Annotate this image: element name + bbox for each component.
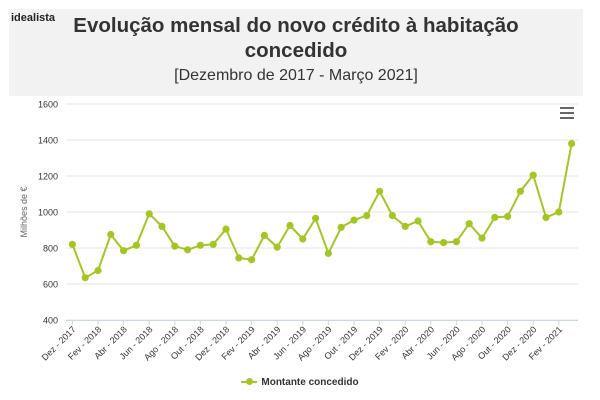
data-point [68, 240, 76, 248]
data-point [107, 230, 115, 239]
data-point [324, 249, 332, 257]
data-point [350, 216, 358, 224]
data-point [427, 238, 435, 246]
series-line [71, 143, 573, 279]
chart-title-line1: Evolução mensal do novo crédito à habita… [73, 14, 519, 37]
legend-marker-icon [241, 378, 258, 385]
y-tick-label: 1600 [38, 100, 58, 110]
y-tick-label: 1400 [38, 136, 58, 146]
data-point [132, 241, 140, 249]
y-tick-label: 800 [43, 244, 58, 254]
data-point [94, 266, 102, 275]
data-point [273, 243, 281, 251]
data-point [376, 187, 384, 195]
y-tick-label: 400 [43, 316, 58, 326]
y-tick-label: 1000 [38, 208, 58, 218]
data-point [312, 214, 320, 222]
data-point [363, 212, 371, 220]
data-point [555, 208, 563, 216]
data-point [209, 240, 217, 248]
data-point [248, 256, 256, 264]
data-point [337, 223, 345, 231]
chart-legend: Montante concedido [0, 375, 600, 388]
data-point [401, 222, 409, 230]
data-point [120, 247, 128, 255]
data-point [414, 217, 422, 225]
data-point [542, 213, 550, 221]
y-axis-label: Milhões de € [19, 186, 29, 237]
data-point [568, 140, 576, 148]
data-point [452, 238, 460, 246]
data-point [196, 241, 204, 249]
chart-title: Evolução mensal do novo crédito à habita… [9, 13, 583, 63]
y-tick-label: 1200 [38, 172, 58, 182]
data-point [491, 213, 499, 221]
data-point [286, 221, 294, 230]
data-point [388, 212, 396, 220]
data-point [171, 242, 179, 250]
data-point [81, 274, 89, 282]
brand-logo: idealista [11, 12, 56, 24]
data-point [184, 246, 192, 254]
data-point [529, 171, 537, 179]
hamburger-menu-icon[interactable] [560, 107, 574, 119]
data-point [299, 235, 307, 243]
data-point [158, 222, 166, 230]
data-point [504, 212, 512, 221]
data-point [516, 187, 525, 195]
legend-item-montante[interactable]: Montante concedido [241, 376, 359, 388]
y-tick-label: 600 [43, 280, 58, 290]
data-point [465, 220, 473, 228]
data-point [260, 231, 268, 239]
legend-label: Montante concedido [261, 376, 359, 388]
data-point [222, 225, 230, 233]
data-point [145, 210, 153, 218]
data-point [235, 254, 243, 262]
chart-title-line2: concedido [244, 39, 348, 62]
data-point [440, 239, 448, 247]
data-point [478, 234, 486, 242]
chart-header: idealista Evolução mensal do novo crédit… [9, 9, 583, 96]
chart-subtitle: [Dezembro de 2017 - Março 2021] [174, 67, 418, 84]
